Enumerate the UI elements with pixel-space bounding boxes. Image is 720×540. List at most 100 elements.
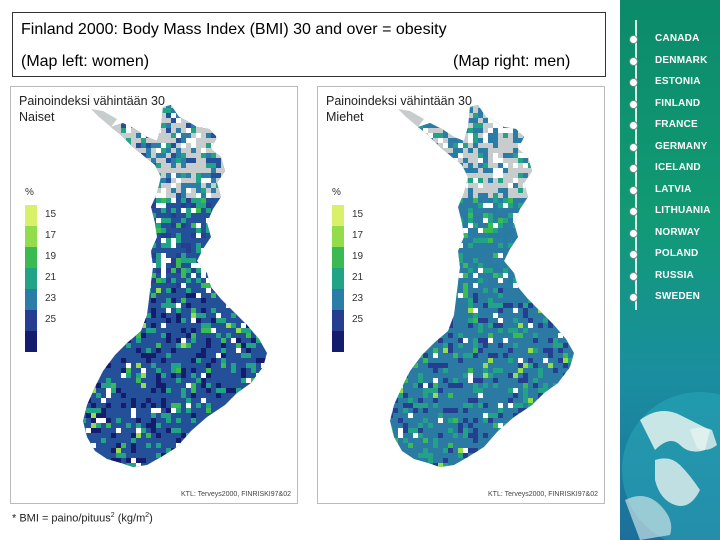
sidebar-item-estonia[interactable]: ESTONIA: [629, 76, 720, 90]
sidebar-item-label: SWEDEN: [655, 291, 701, 302]
legend-swatch: [332, 226, 344, 247]
legend: 15 17 19 21 23 25: [332, 205, 392, 352]
footnote-end: ): [149, 512, 153, 525]
sidebar-item-label: FRANCE: [655, 119, 698, 130]
finland-map-women: [83, 105, 267, 467]
sidebar-item-label: LITHUANIA: [655, 205, 711, 216]
legend-swatch: [25, 331, 37, 352]
map-credit: KTL: Terveys2000, FINRISKI97&02: [488, 491, 598, 498]
legend-swatch: [25, 247, 37, 268]
legend-item: 21: [25, 268, 85, 289]
map-title: Painoindeksi vähintään 30 Naiset: [19, 93, 165, 125]
finland-arm: [91, 109, 117, 127]
legend-swatch: [332, 247, 344, 268]
legend-label: 21: [352, 272, 364, 283]
globe-icon: [622, 392, 720, 540]
sidebar-item-sweden[interactable]: SWEDEN: [629, 291, 720, 305]
map-title: Painoindeksi vähintään 30 Miehet: [326, 93, 472, 125]
left-map-caption: (Map left: women): [21, 53, 150, 70]
map-credit: KTL: Terveys2000, FINRISKI97&02: [181, 491, 291, 498]
sidebar-item-label: RUSSIA: [655, 269, 694, 281]
finland-arm: [398, 109, 424, 127]
legend-label: 25: [352, 314, 364, 325]
legend-swatch: [25, 310, 37, 331]
title-box: Finland 2000: Body Mass Index (BMI) 30 a…: [12, 12, 606, 77]
sidebar-item-label: FINLAND: [655, 97, 701, 109]
legend: 15 17 19 21 23 25: [25, 205, 85, 352]
legend-label: 19: [352, 251, 364, 262]
bullet-icon: [629, 35, 638, 44]
bullet-icon: [629, 207, 638, 216]
bullet-icon: [629, 185, 638, 195]
sidebar-item-canada[interactable]: CANADA: [629, 33, 720, 47]
legend-label: 17: [352, 230, 364, 241]
legend-item: 19: [332, 247, 392, 268]
footnote-prefix: * BMI = paino/pituus: [12, 512, 111, 525]
sidebar-item-denmark[interactable]: DENMARK: [629, 55, 720, 69]
legend-item: 15: [25, 205, 85, 226]
legend-item: 25: [25, 310, 85, 331]
legend-swatch: [25, 289, 37, 310]
sidebar-item-finland[interactable]: FINLAND: [629, 98, 720, 112]
legend-swatch: [332, 268, 344, 289]
sidebar-item-iceland[interactable]: ICELAND: [629, 162, 720, 176]
sidebar-item-label: POLAND: [655, 248, 699, 259]
footnote-suffix: (kg/m: [114, 512, 146, 525]
map-panel-men: Painoindeksi vähintään 30 Miehet % 15 17 1…: [317, 86, 605, 504]
bullet-icon: [629, 293, 638, 302]
sidebar-item-germany[interactable]: GERMANY: [629, 141, 720, 155]
legend-label: 15: [352, 209, 364, 220]
legend-item: 17: [25, 226, 85, 247]
legend-swatch: [332, 289, 344, 310]
legend-swatch: [25, 205, 37, 226]
legend-item: 23: [332, 289, 392, 310]
sidebar-item-lithuania[interactable]: LITHUANIA: [629, 205, 720, 219]
legend-item: 23: [25, 289, 85, 310]
bmi-footnote: * BMI = paino/pituus2 (kg/m2): [12, 512, 153, 525]
legend-label: 17: [45, 230, 57, 241]
legend-unit: %: [332, 187, 341, 198]
sidebar-item-label: ICELAND: [655, 162, 701, 173]
bullet-icon: [629, 164, 638, 173]
legend-label: 23: [352, 293, 364, 304]
bullet-icon: [629, 56, 638, 66]
bullet-icon: [629, 142, 638, 152]
map-title-line1: Painoindeksi vähintään 30: [19, 94, 165, 108]
footnote-sup2: 2: [145, 512, 150, 519]
map-title-line1: Painoindeksi vähintään 30: [326, 94, 472, 108]
legend-label: 25: [45, 314, 57, 325]
legend-label: 23: [45, 293, 57, 304]
map-panel-women: Painoindeksi vähintään 30 Naiset % 15 17 1…: [10, 86, 298, 504]
bullet-icon: [629, 271, 638, 281]
legend-label: 19: [45, 251, 57, 262]
legend-label: 15: [45, 209, 57, 220]
sidebar-item-russia[interactable]: RUSSIA: [629, 270, 720, 284]
map-title-line2: Naiset: [19, 110, 55, 124]
sidebar-item-label: ESTONIA: [655, 76, 701, 87]
legend-item: 21: [332, 268, 392, 289]
legend-item: [25, 331, 85, 352]
legend-item: 19: [25, 247, 85, 268]
bullet-icon: [629, 78, 638, 87]
legend-item: 25: [332, 310, 392, 331]
sidebar-item-label: CANADA: [655, 33, 700, 44]
sidebar-item-france[interactable]: FRANCE: [629, 119, 720, 133]
legend-unit: %: [25, 187, 34, 198]
bullet-icon: [629, 228, 638, 238]
bullet-icon: [629, 99, 638, 109]
legend-swatch: [332, 310, 344, 331]
sidebar-item-poland[interactable]: POLAND: [629, 248, 720, 262]
legend-swatch: [25, 268, 37, 289]
sidebar-item-latvia[interactable]: LATVIA: [629, 184, 720, 198]
sidebar-item-norway[interactable]: NORWAY: [629, 227, 720, 241]
legend-swatch: [332, 205, 344, 226]
legend-swatch: [25, 226, 37, 247]
map-title-line2: Miehet: [326, 110, 364, 124]
footnote-sup: 2: [110, 512, 115, 519]
bullet-icon: [629, 250, 638, 259]
legend-label: 21: [45, 272, 57, 283]
sidebar-item-label: GERMANY: [655, 140, 708, 152]
legend-item: 15: [332, 205, 392, 226]
legend-swatch: [332, 331, 344, 352]
sidebar-item-label: NORWAY: [655, 226, 701, 238]
